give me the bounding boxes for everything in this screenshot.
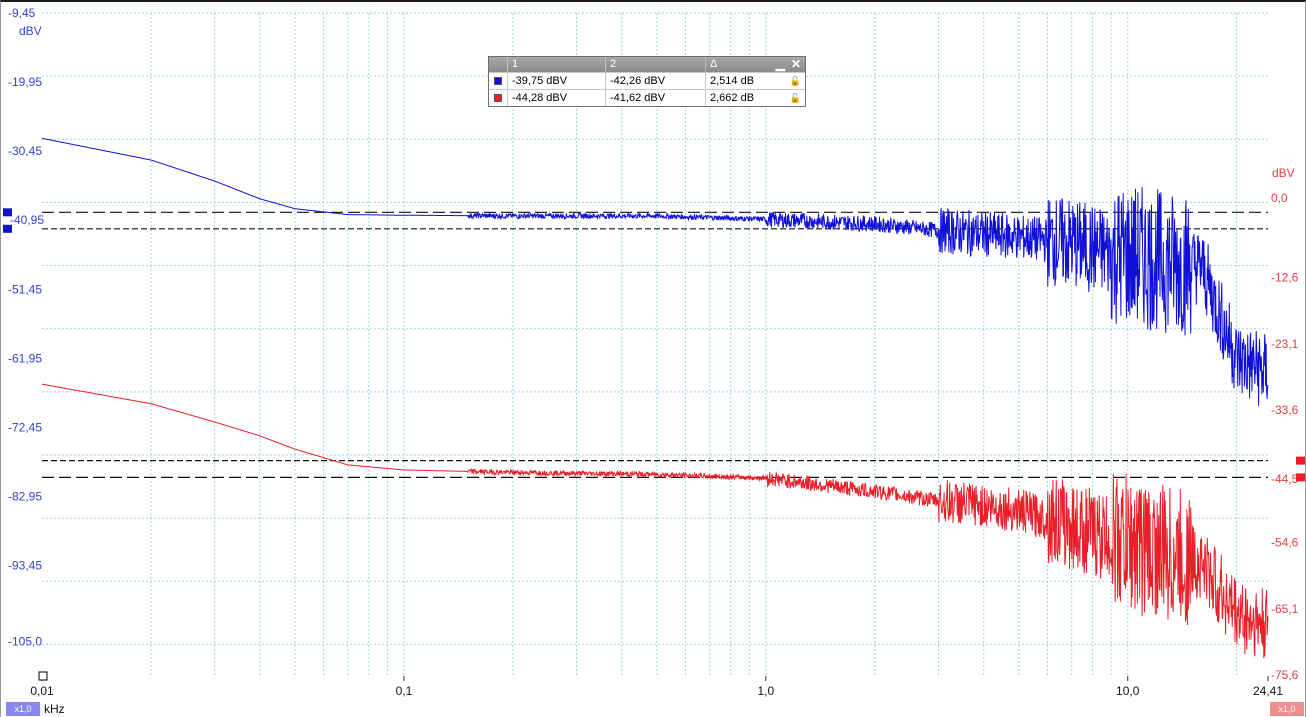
cursor-handles[interactable]	[3, 208, 1305, 482]
cursor-handle-right[interactable]	[1296, 456, 1305, 465]
x-tick-label: 0,01	[30, 684, 54, 698]
x-tick-label: 24,41	[1253, 684, 1283, 698]
right-axis-unit: dBV	[1272, 166, 1295, 180]
right-tick-label: 0,0	[1271, 191, 1288, 205]
right-tick-label: -44,5	[1271, 472, 1299, 486]
cursor-1-header: 1	[508, 57, 606, 72]
delta-header: Δ	[710, 58, 718, 70]
left-tick-label: -93,45	[8, 559, 42, 573]
cursor-handle-left[interactable]	[3, 224, 12, 233]
left-tick-label: -19,95	[8, 75, 42, 89]
x-tick-label: 0,1	[396, 684, 413, 698]
left-tick-label: -40,95	[10, 213, 44, 227]
left-tick-label: -30,45	[8, 144, 42, 158]
series-1-trace	[41, 137, 1269, 406]
right-tick-label: -65,1	[1271, 602, 1299, 616]
cursor-readout-table[interactable]: 1 2 Δ ▁ ✕ -39,75 dBV -42,26 dBV 2,514 dB…	[488, 56, 806, 107]
left-tick-label: -82,95	[8, 489, 42, 503]
cursor-handle-left[interactable]	[3, 208, 12, 217]
left-tick-label: -51,45	[8, 282, 42, 296]
delta-value: 2,514 dB	[710, 75, 755, 87]
close-button[interactable]: ✕	[790, 57, 801, 71]
cursor-2-value: -41,62 dBV	[606, 90, 706, 106]
cursor-handle-right[interactable]	[1296, 473, 1305, 482]
cursor-2-header: 2	[606, 57, 706, 72]
left-tick-label: -105,0	[8, 634, 42, 648]
x-tick-label: 1,0	[757, 684, 774, 698]
grid	[42, 12, 1268, 676]
right-tick-label: -12,6	[1271, 271, 1299, 285]
cursor-1-value: -44,28 dBV	[508, 90, 606, 106]
left-scale-badge[interactable]: x1,0	[6, 702, 40, 716]
x-axis-ticks: 0,01 0,1 1,0 10,0 24,41	[30, 676, 1283, 698]
cursor-table-header: 1 2 Δ ▁ ✕	[489, 57, 805, 72]
right-tick-label: -33,6	[1271, 403, 1299, 417]
x-axis-unit: kHz	[44, 702, 65, 716]
minimize-button[interactable]: ▁	[775, 57, 785, 71]
left-tick-label: -9,45	[8, 6, 36, 20]
channel-b-swatch	[494, 94, 502, 102]
x-tick-label: 10,0	[1116, 684, 1140, 698]
lock-icon[interactable]: 🔓	[789, 93, 801, 103]
right-tick-label: -75,6	[1271, 668, 1299, 682]
delta-value: 2,662 dB	[710, 92, 755, 104]
series-layer	[41, 137, 1269, 659]
right-tick-label: -23,1	[1271, 337, 1299, 351]
cursor-row-channel-a: -39,75 dBV -42,26 dBV 2,514 dB 🔓	[489, 72, 805, 89]
series-2-trace	[41, 383, 1269, 659]
left-axis-ticks: -9,45 -19,95 -30,45 -40,95 -51,45 -61,95 -72,4…	[8, 6, 44, 648]
left-tick-label: -72,45	[8, 420, 42, 434]
origin-marker[interactable]	[38, 671, 48, 681]
right-tick-label: -54,6	[1271, 536, 1299, 550]
right-scale-badge[interactable]: x1,0	[1270, 702, 1304, 716]
cursor-2-value: -42,26 dBV	[606, 73, 706, 89]
left-tick-label: -61,95	[8, 351, 42, 365]
right-axis-ticks: 0,0 -12,6 -23,1 -33,6 -44,5 -54,6 -65,1 -75,6	[1271, 191, 1299, 682]
left-axis-unit: dBV	[19, 24, 42, 38]
lock-icon[interactable]: 🔓	[789, 76, 801, 86]
cursor-1-value: -39,75 dBV	[508, 73, 606, 89]
channel-a-swatch	[494, 77, 502, 85]
cursor-row-channel-b: -44,28 dBV -41,62 dBV 2,662 dB 🔓	[489, 89, 805, 106]
